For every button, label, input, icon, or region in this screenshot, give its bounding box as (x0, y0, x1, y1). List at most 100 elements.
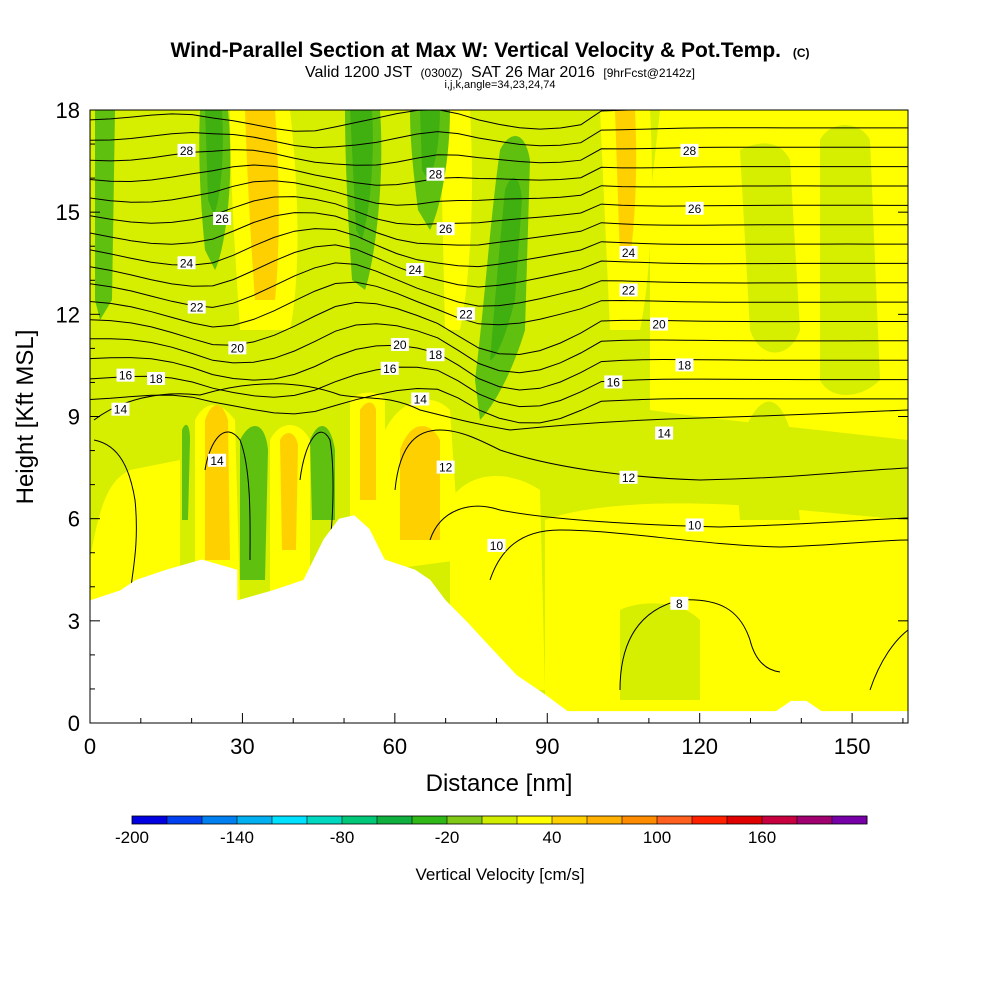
x-tick-label: 0 (84, 734, 96, 759)
colorbar-swatch (797, 816, 833, 824)
y-axis: 0 3 6 9 12 15 18 (56, 98, 908, 736)
contour-label: 26 (439, 222, 453, 236)
theta-contour-line (93, 383, 908, 431)
colorbar-swatch (482, 816, 518, 824)
colorbar-swatch (517, 816, 553, 824)
contour-label: 28 (180, 144, 194, 158)
colorbar-tick-label: 100 (643, 828, 671, 847)
colorbar-frame (131, 815, 868, 825)
contour-label-bg (680, 143, 699, 157)
colorbar-swatch (552, 816, 588, 824)
contour-label: 28 (683, 144, 697, 158)
y-tick-label: 6 (68, 507, 80, 532)
contour-label: 26 (215, 212, 229, 226)
colorbar-swatch (272, 816, 308, 824)
contour-label-bg (456, 307, 475, 321)
contour-label: 24 (408, 263, 422, 277)
velocity-patch (310, 426, 335, 520)
theta-contour-line (90, 196, 908, 226)
contour-label: 14 (210, 454, 224, 468)
theta-contour-line (90, 323, 908, 374)
y-tick-label: 18 (56, 98, 80, 123)
theta-contour-line (619, 599, 781, 691)
contour-label: 22 (459, 307, 473, 321)
contour-label-bg (187, 300, 206, 314)
velocity-patch (490, 177, 522, 360)
contour-label: 20 (652, 318, 666, 332)
contour-label: 10 (490, 539, 504, 553)
theta-contour-line (90, 164, 908, 186)
contour-label-bg (147, 372, 166, 386)
theta-contour-line (90, 146, 908, 166)
velocity-patch (615, 110, 637, 260)
contour-label-bg (426, 167, 445, 181)
contour-label-bg (655, 426, 674, 440)
x-tick-label: 60 (383, 734, 407, 759)
contour-label-bg (177, 143, 196, 157)
velocity-patch (440, 110, 472, 330)
contour-label: 18 (678, 358, 692, 372)
contour-label: 20 (393, 338, 407, 352)
subtitle-zulu: (0300Z) (421, 66, 463, 80)
contour-label-bg (213, 211, 232, 225)
contour-label-bg (380, 361, 399, 375)
colorbar-swatch (237, 816, 273, 824)
contour-label-bg (436, 222, 455, 236)
contour-label: 12 (622, 471, 636, 485)
velocity-patch (585, 593, 605, 700)
colorbar-swatch (622, 816, 658, 824)
colorbar-tick-label: -200 (115, 828, 149, 847)
contour-label-bg (685, 201, 704, 215)
theta-contour-line (869, 629, 908, 691)
colorbar-swatch (447, 816, 483, 824)
y-tick-label: 3 (68, 609, 80, 634)
contour-label: 14 (414, 392, 428, 406)
theta-contour-line (90, 228, 908, 268)
velocity-patch (245, 110, 279, 300)
colorbar-swatch (132, 816, 168, 824)
theta-contour-line (90, 180, 908, 206)
colorbar-swatch (307, 816, 343, 824)
velocity-patch (90, 460, 180, 610)
y-tick-label: 12 (56, 302, 80, 327)
colorbar-swatch (202, 816, 238, 824)
colorbar-tick-label: 160 (748, 828, 776, 847)
chart-subtitle: Valid 1200 JST (0300Z) SAT 26 Mar 2016 [… (305, 64, 695, 81)
x-axis-label: Distance [nm] (426, 770, 573, 797)
colorbar-swatch (832, 816, 868, 824)
contour-label: 24 (180, 256, 194, 270)
contour-label-bg (685, 518, 704, 532)
colorbar-swatch (657, 816, 693, 824)
contour-label: 24 (622, 246, 636, 260)
subtitle-forecast: [9hrFcst@2142z] (603, 66, 695, 80)
velocity-patch (205, 110, 223, 215)
theta-contour-line (93, 439, 137, 601)
velocity-patch (360, 402, 376, 500)
theta-contour-line (90, 262, 908, 308)
velocity-patch (182, 424, 190, 520)
contour-label-bg (426, 348, 445, 362)
velocity-patch (240, 426, 268, 580)
contour-label: 22 (190, 301, 204, 315)
velocity-patch (820, 125, 880, 395)
theta-contour-line (489, 529, 908, 581)
velocity-patch (420, 110, 440, 180)
contour-label: 16 (119, 369, 133, 383)
contour-label: 14 (114, 403, 128, 417)
contour-label-bg (604, 375, 623, 389)
plot-area: 28 28 28 26 26 26 24 24 24 22 22 22 20 20 20 16 18 18 18 16… (90, 110, 908, 723)
contour-label-bg (177, 256, 196, 270)
colorbar-tick-label: -80 (330, 828, 355, 847)
velocity-patch (400, 426, 440, 540)
colorbar-swatch (692, 816, 728, 824)
x-axis: 0 30 60 90 120 150 (84, 713, 904, 759)
y-tick-label: 15 (56, 200, 80, 225)
theta-contour-line (90, 110, 643, 132)
theta-contour-line (90, 212, 908, 246)
terrain-mask (90, 515, 908, 723)
theta-contour-line (394, 429, 908, 491)
colorbar-tick-label: -20 (435, 828, 460, 847)
y-tick-label: 9 (68, 405, 80, 430)
x-tick-label: 90 (535, 734, 559, 759)
